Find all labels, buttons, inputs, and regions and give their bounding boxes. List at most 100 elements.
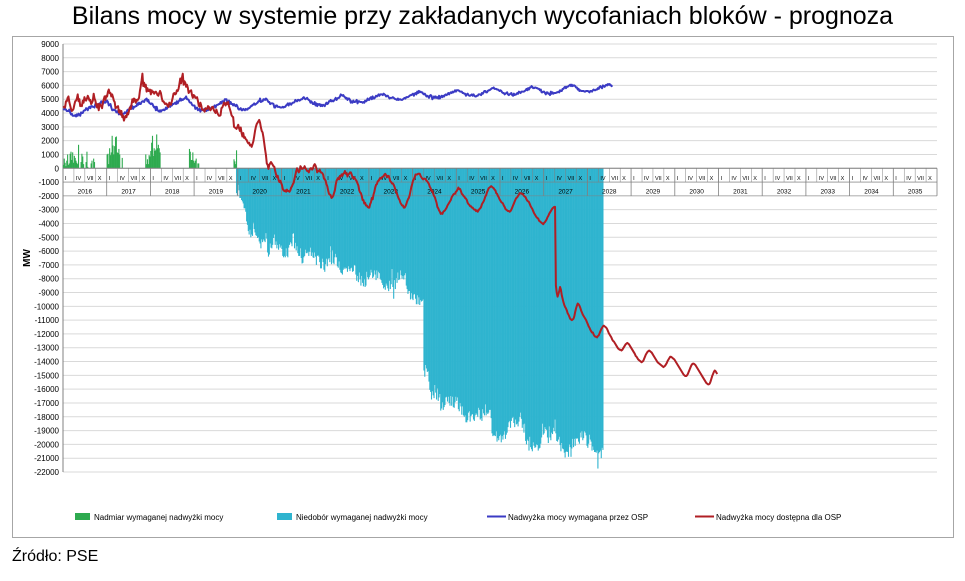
- bar: [520, 168, 522, 413]
- bar: [596, 168, 598, 451]
- bar: [459, 168, 461, 403]
- quarter-label: X: [360, 176, 364, 182]
- bar: [235, 168, 238, 194]
- bar: [516, 168, 518, 424]
- bar: [443, 168, 445, 408]
- bar: [349, 168, 351, 272]
- bar: [114, 137, 117, 169]
- bar: [332, 168, 334, 263]
- year-label: 2028: [602, 188, 617, 195]
- bar: [561, 168, 563, 444]
- bar: [90, 163, 92, 169]
- bar: [270, 168, 272, 248]
- bar: [83, 164, 85, 169]
- bar: [324, 168, 326, 272]
- bar: [472, 168, 474, 415]
- bar: [529, 168, 531, 437]
- bar: [548, 168, 550, 427]
- quarter-label: IV: [469, 176, 475, 182]
- bar: [256, 168, 259, 238]
- bar: [367, 168, 370, 280]
- bar: [309, 168, 312, 248]
- bar: [599, 168, 601, 451]
- bar: [287, 168, 289, 258]
- quarter-label: I: [415, 176, 417, 182]
- quarter-label: X: [535, 176, 539, 182]
- bar: [358, 168, 360, 273]
- bar: [467, 168, 470, 413]
- bar: [451, 168, 453, 406]
- bar: [93, 158, 95, 169]
- bar: [413, 168, 415, 295]
- bar: [482, 168, 484, 410]
- bar: [193, 162, 196, 169]
- y-tick-label: 0: [55, 164, 60, 173]
- bar: [541, 168, 543, 438]
- bar: [65, 166, 67, 169]
- bar: [249, 168, 251, 230]
- bar: [269, 168, 271, 244]
- bar: [276, 168, 278, 249]
- bar: [490, 168, 492, 419]
- bar: [420, 168, 422, 302]
- bar: [572, 168, 574, 439]
- bar: [286, 168, 288, 256]
- y-tick-label: -4000: [39, 219, 60, 228]
- quarter-label: IV: [382, 176, 388, 182]
- bar: [190, 159, 192, 169]
- bar: [151, 142, 153, 169]
- bar: [339, 168, 341, 270]
- quarter-label: X: [98, 176, 102, 182]
- bar: [534, 168, 536, 448]
- bar: [530, 168, 533, 450]
- bar: [283, 168, 285, 258]
- bar: [261, 168, 263, 240]
- bar-series: [235, 168, 604, 469]
- quarter-label: VII: [262, 176, 269, 182]
- quarter-label: IV: [120, 176, 126, 182]
- bar: [299, 168, 301, 256]
- bar: [312, 168, 314, 258]
- bar: [278, 168, 280, 250]
- bar: [307, 168, 309, 252]
- bar: [353, 168, 355, 265]
- bar: [402, 168, 404, 276]
- bar: [514, 168, 517, 420]
- quarter-label: VII: [87, 176, 94, 182]
- bar: [303, 168, 305, 258]
- quarter-label: X: [666, 176, 670, 182]
- bar: [493, 168, 495, 436]
- bar: [107, 153, 109, 169]
- quarter-label: I: [546, 176, 548, 182]
- bar: [450, 168, 452, 397]
- bar: [591, 168, 593, 451]
- bar: [553, 168, 555, 432]
- bar: [254, 168, 256, 233]
- bar: [115, 136, 117, 169]
- quarter-label: IV: [600, 176, 606, 182]
- bar: [541, 168, 543, 424]
- bar: [419, 168, 421, 305]
- bar: [367, 168, 369, 278]
- quarter-label: X: [710, 176, 714, 182]
- bar: [62, 164, 64, 169]
- y-tick-label: -11000: [35, 316, 60, 325]
- bar: [472, 168, 475, 420]
- bar: [399, 168, 401, 280]
- bar: [291, 168, 293, 247]
- bar: [549, 168, 551, 438]
- bar: [359, 168, 361, 280]
- quarter-label: VII: [524, 176, 531, 182]
- bar: [364, 168, 366, 287]
- bar: [594, 168, 596, 452]
- bar: [246, 168, 248, 222]
- quarter-label: I: [109, 176, 111, 182]
- bar: [531, 168, 533, 452]
- bar: [151, 135, 154, 169]
- bar: [266, 168, 268, 239]
- bar: [479, 168, 481, 420]
- y-tick-label: 1000: [41, 150, 59, 159]
- bar: [331, 168, 333, 251]
- bar: [308, 168, 310, 256]
- bar: [369, 168, 371, 276]
